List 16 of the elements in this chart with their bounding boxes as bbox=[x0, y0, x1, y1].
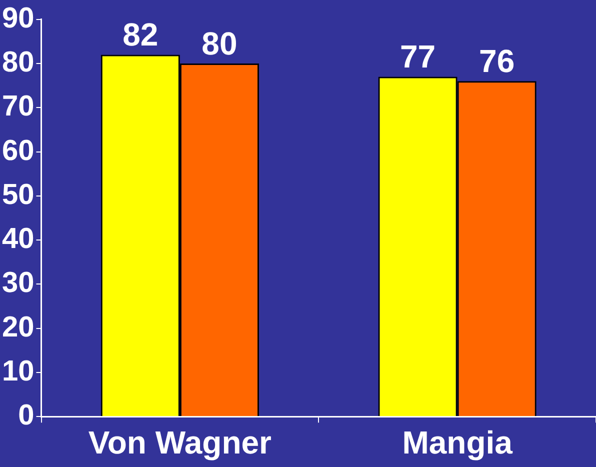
data-label: 76 bbox=[479, 43, 515, 80]
y-tick-label: 0 bbox=[18, 400, 34, 432]
y-tick-label: 60 bbox=[2, 134, 34, 167]
y-tick-label: 40 bbox=[2, 223, 34, 256]
y-tick-label: 50 bbox=[2, 178, 34, 211]
y-tick-label: 70 bbox=[2, 90, 34, 123]
y-tick-label: 20 bbox=[2, 311, 34, 344]
data-label: 80 bbox=[202, 25, 238, 62]
data-label: 77 bbox=[400, 38, 436, 75]
x-tick-label: Von Wagner bbox=[88, 424, 272, 461]
y-tick-label: 90 bbox=[2, 2, 34, 34]
y-tick-label: 30 bbox=[2, 267, 34, 300]
y-tick-label: 10 bbox=[2, 355, 34, 388]
y-tick-label: 80 bbox=[2, 46, 34, 79]
x-tick-label: Mangia bbox=[402, 424, 513, 461]
data-label: 82 bbox=[122, 16, 158, 53]
